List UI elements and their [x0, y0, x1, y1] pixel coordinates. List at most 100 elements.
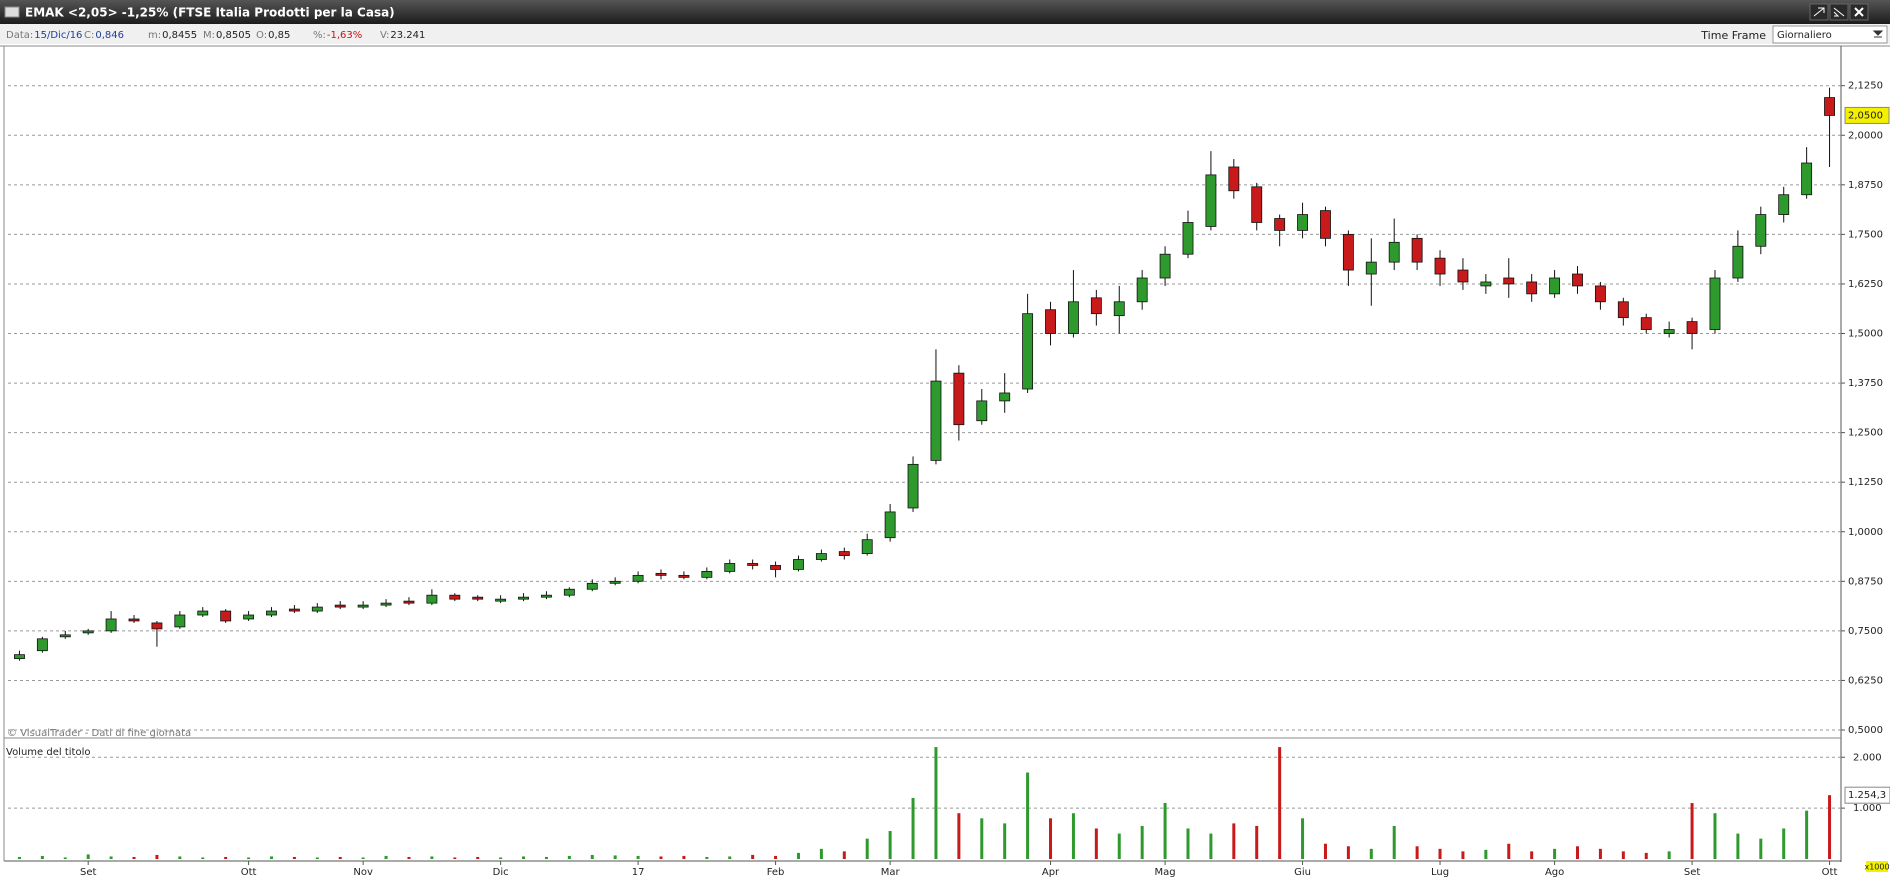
volume-bar — [796, 852, 800, 859]
candle-body — [793, 559, 804, 570]
volume-bar — [1278, 747, 1282, 859]
y-tick-label: 1,6250 — [1848, 279, 1883, 290]
last-price-box — [1844, 106, 1890, 124]
x-tick-label: 17 — [632, 867, 645, 878]
volume-unit-box — [1866, 861, 1888, 872]
candle-body — [197, 610, 209, 616]
info-bar — [0, 24, 1890, 44]
minimize-icon — [1833, 7, 1845, 17]
candle-body — [884, 511, 896, 539]
volume-bar — [888, 831, 892, 859]
y-tick-label: 0,5000 — [1848, 725, 1883, 736]
x-tick-label: Dic — [493, 867, 509, 878]
candle-body — [311, 606, 323, 612]
y2-tick-label: 2.000 — [1853, 752, 1882, 763]
volume-bar — [1140, 825, 1144, 859]
candle-body — [1113, 301, 1125, 317]
volume-bar — [384, 855, 388, 859]
candle-body — [14, 654, 25, 660]
x-tick-label: Ago — [1545, 867, 1564, 878]
candle-body — [1182, 222, 1194, 255]
volume-bar — [682, 855, 686, 859]
info-value: 0,8455 — [162, 30, 197, 41]
last-price-label: 2,0500 — [1848, 110, 1883, 121]
x-tick-label: Mar — [881, 867, 901, 878]
volume-bar — [1232, 823, 1236, 859]
candle-body — [1640, 317, 1652, 330]
volume-bar — [1071, 813, 1075, 859]
candle-body — [1342, 233, 1354, 271]
candle-body — [380, 602, 392, 606]
candle-body — [541, 594, 552, 598]
candle-body — [1457, 269, 1469, 283]
volume-bar — [1117, 833, 1121, 859]
candle-body — [586, 582, 598, 590]
volume-bar — [1598, 848, 1602, 859]
candle-body — [1045, 309, 1056, 334]
candle-body — [288, 608, 300, 612]
time-frame-select[interactable] — [1772, 25, 1888, 44]
volume-bar — [86, 854, 90, 859]
volume-bar — [774, 855, 778, 859]
volume-bar — [269, 856, 273, 859]
time-frame-value: Giornaliero — [1777, 30, 1832, 41]
candle-body — [1617, 301, 1629, 319]
volume-bar — [1026, 772, 1030, 859]
x-tick-label: Ott — [1822, 867, 1838, 878]
x-tick-label: Set — [1684, 867, 1701, 878]
volume-bar — [155, 854, 159, 859]
volume-bar — [1209, 833, 1213, 859]
window-icon — [4, 6, 20, 18]
y-tick-label: 1,8750 — [1848, 180, 1883, 191]
volume-bar — [338, 856, 342, 859]
candle-body — [1090, 297, 1102, 315]
volume-bar — [590, 854, 594, 859]
candle-body — [1388, 241, 1400, 263]
candle-body — [243, 614, 255, 620]
candle-body — [472, 596, 484, 600]
candle-body — [449, 594, 461, 600]
candle-body — [930, 380, 942, 461]
candle-body — [334, 604, 346, 608]
y-tick-label: 1,7500 — [1848, 229, 1883, 240]
volume-bar — [636, 855, 640, 859]
info-label: C: — [84, 30, 94, 41]
candle-body — [724, 563, 736, 572]
y-tick-label: 1,5000 — [1848, 329, 1883, 340]
volume-bar — [1530, 851, 1534, 859]
candle-body — [1228, 166, 1240, 192]
candle-body — [128, 618, 140, 622]
volume-bar — [819, 848, 823, 859]
candle-body — [1686, 321, 1698, 334]
candle-body — [403, 600, 415, 604]
candle-body — [174, 614, 186, 628]
title-bar — [0, 0, 1890, 24]
window-title: EMAK <2,05> -1,25% (FTSE Italia Prodotti… — [25, 6, 395, 20]
candle-body — [632, 574, 644, 582]
volume-bar — [1163, 803, 1167, 859]
candle-body — [1022, 313, 1034, 390]
info-label: m: — [148, 30, 161, 41]
y-tick-label: 1,0000 — [1848, 527, 1883, 538]
info-label: Data: — [6, 30, 33, 41]
candle-body — [1297, 214, 1308, 231]
volume-bar — [1003, 823, 1007, 859]
candle-body — [1732, 245, 1744, 279]
y-tick-label: 0,7500 — [1848, 626, 1883, 637]
volume-bar — [1576, 846, 1580, 859]
candle-body — [1067, 301, 1079, 334]
window-controls[interactable] — [1809, 3, 1869, 21]
volume-bar — [63, 857, 67, 859]
volume-bar — [1392, 825, 1396, 859]
volume-bar — [613, 855, 617, 859]
volume-bar — [1667, 851, 1671, 859]
volume-bar — [957, 813, 961, 859]
candle-body — [151, 622, 163, 630]
info-value: -1,63% — [327, 30, 362, 41]
volume-bar — [911, 797, 915, 859]
candle-body — [105, 618, 117, 632]
volume-bar — [1713, 813, 1717, 859]
dropdown-arrow — [1872, 30, 1884, 38]
volume-bar — [1690, 803, 1694, 859]
volume-bar — [728, 856, 732, 859]
